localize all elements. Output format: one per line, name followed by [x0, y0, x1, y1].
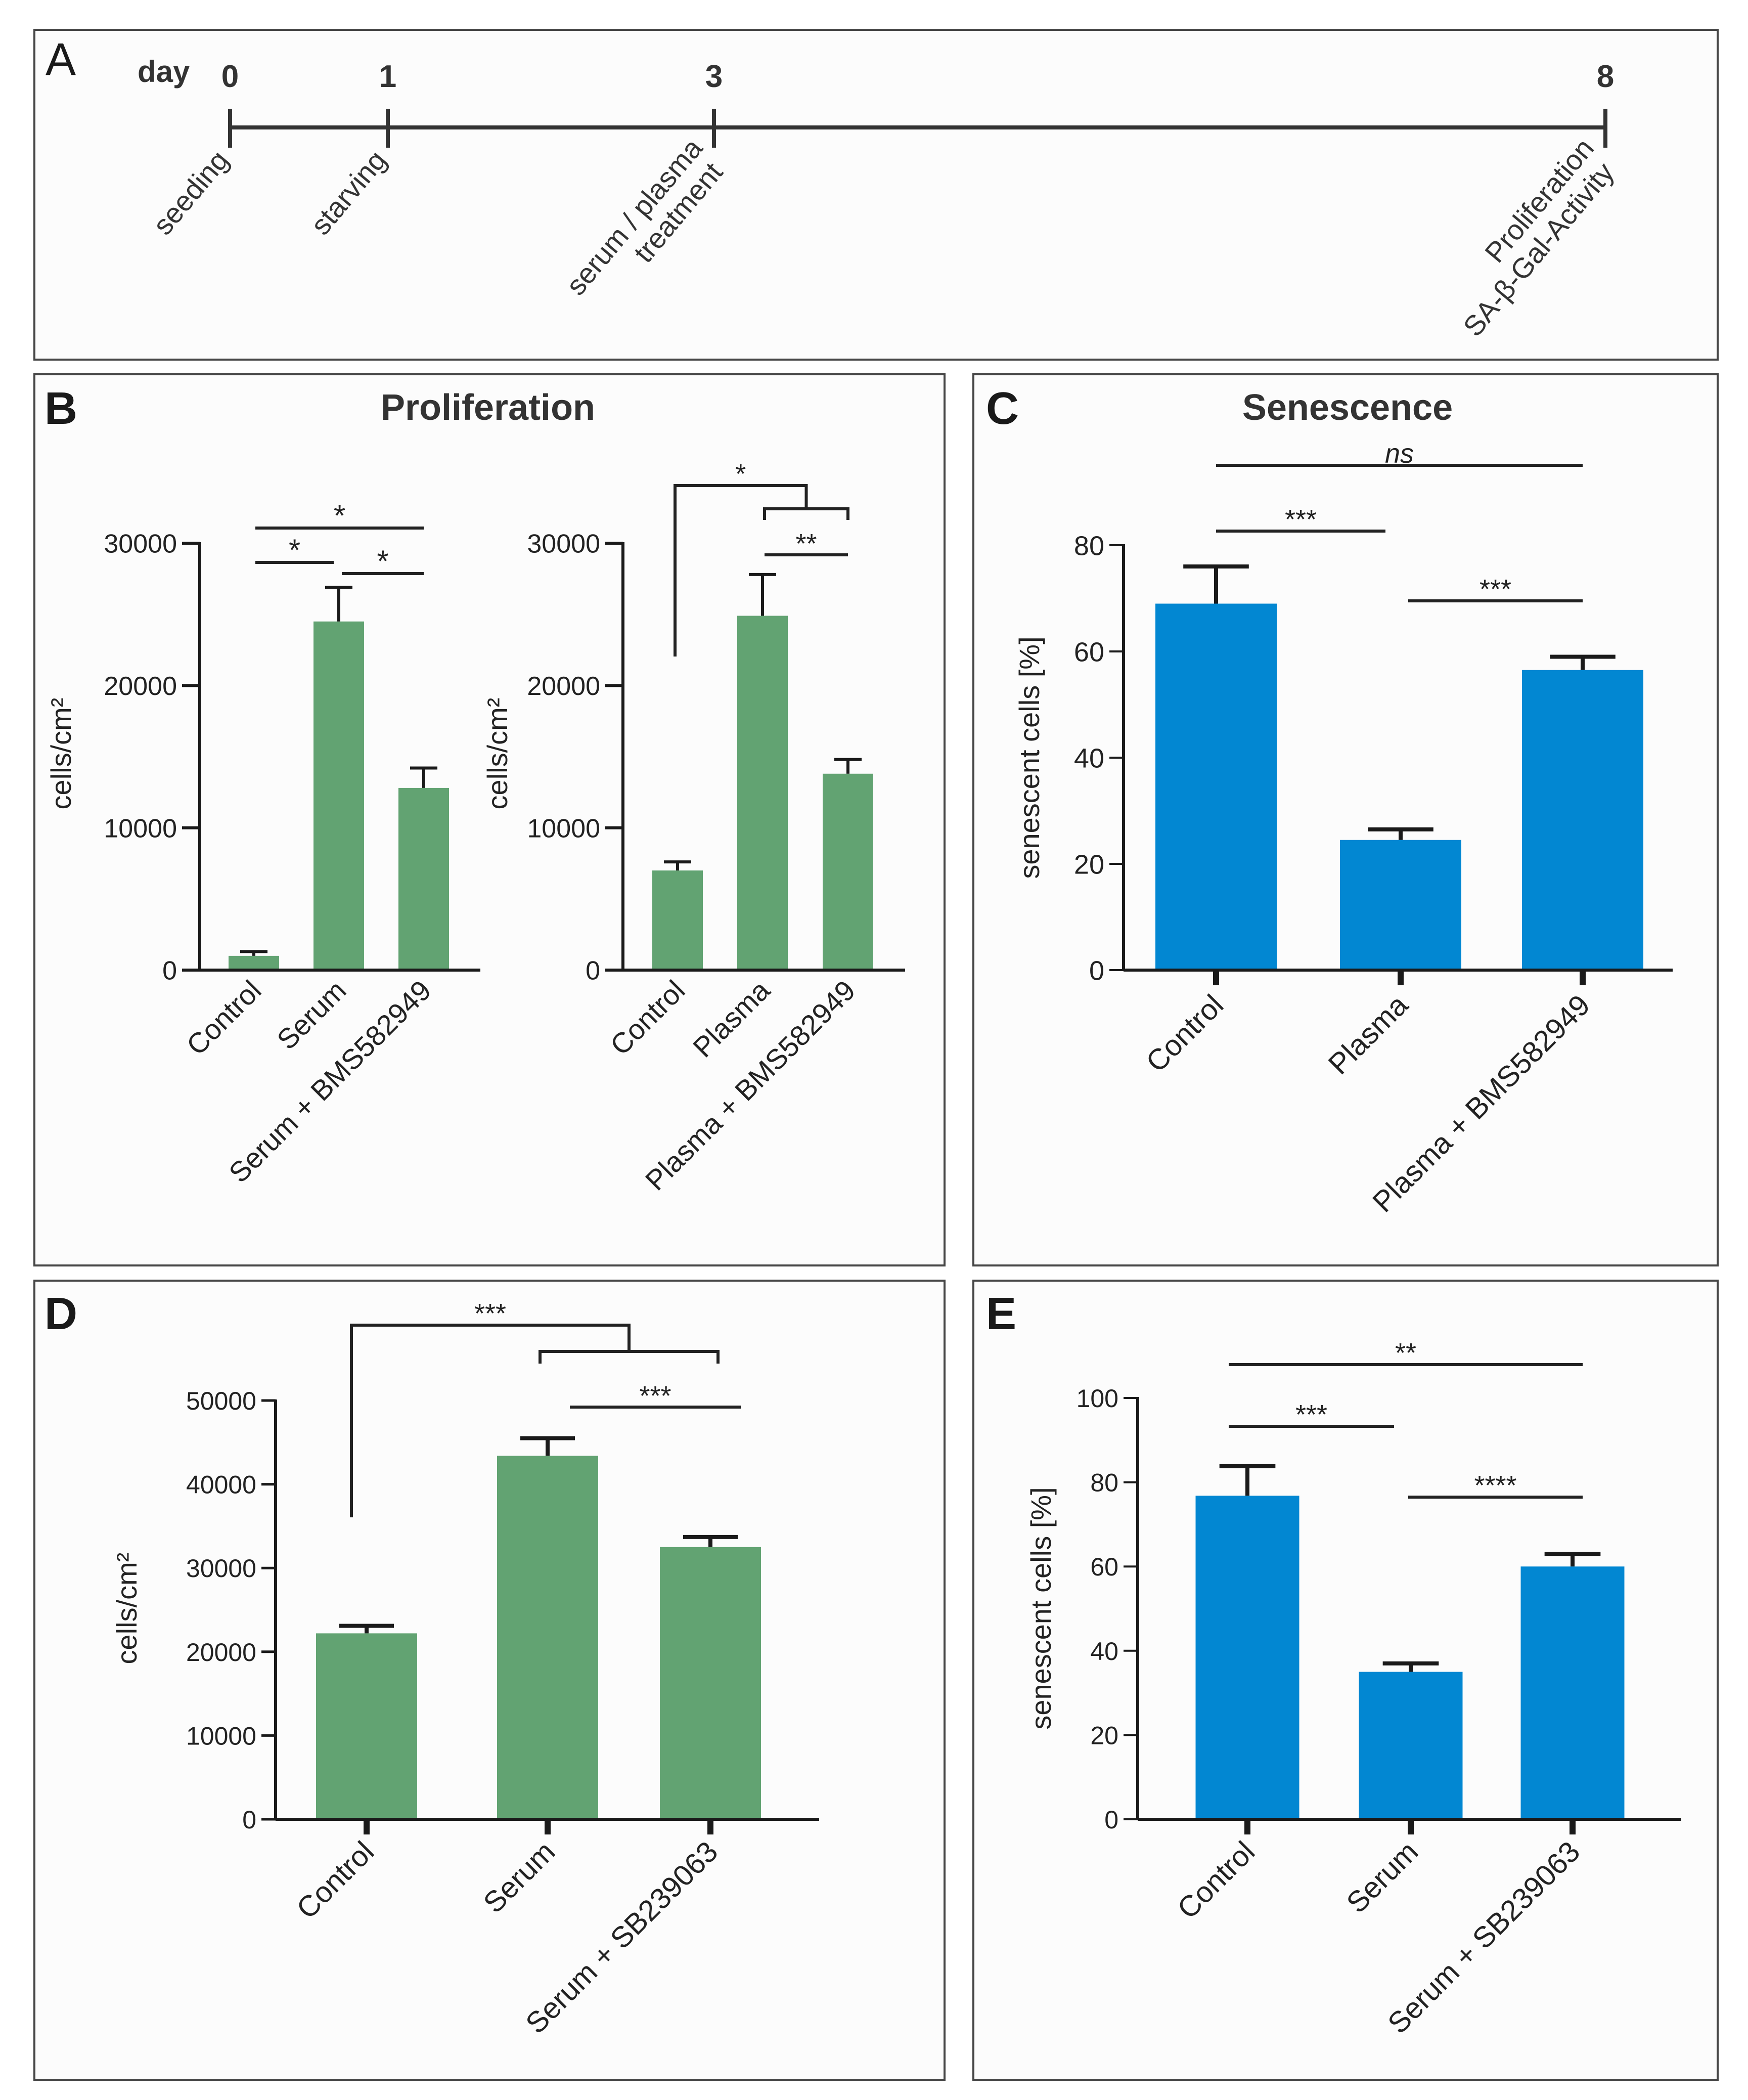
panel-b-title: Proliferation: [381, 387, 595, 428]
y-tick-label: 40: [1090, 1637, 1118, 1666]
bar: [497, 1456, 598, 1819]
significance-group-bracket: [763, 507, 849, 520]
y-axis-label: senescent cells [%]: [1013, 636, 1045, 879]
y-tick-label: 60: [1074, 637, 1104, 667]
panel-d-letter: D: [44, 1289, 77, 1339]
y-axis-label: senescent cells [%]: [1025, 1487, 1057, 1729]
y-tick-label: 0: [242, 1806, 256, 1834]
significance-bracket: [674, 484, 808, 657]
significance-group-bracket: [539, 1350, 720, 1364]
bar: [229, 955, 279, 970]
significance-label: ***: [1295, 1399, 1327, 1430]
panel-b-letter: B: [44, 383, 77, 434]
bar: [1155, 603, 1277, 970]
bar: [1359, 1672, 1463, 1819]
panel-e-letter: E: [986, 1289, 1016, 1339]
timeline-day-label: day: [138, 55, 190, 89]
y-tick-label: 100: [1077, 1384, 1118, 1413]
y-tick-label: 80: [1074, 531, 1104, 561]
significance-label: ***: [1480, 574, 1511, 604]
y-tick-label: 0: [1104, 1806, 1118, 1834]
panel-a-letter: A: [46, 34, 76, 85]
y-tick-label: 10000: [104, 814, 177, 843]
bar: [652, 870, 703, 970]
y-tick-label: 40000: [186, 1471, 256, 1499]
panel-c-title: Senescence: [1242, 387, 1453, 428]
bar: [1522, 670, 1643, 970]
bar: [1195, 1496, 1299, 1819]
panel-b-frame: [33, 373, 946, 1266]
y-tick-label: 20: [1074, 849, 1104, 880]
y-tick-label: 30000: [186, 1554, 256, 1583]
significance-label: ***: [639, 1381, 671, 1411]
y-tick-label: 0: [1089, 955, 1104, 986]
significance-label: **: [795, 529, 817, 559]
bar: [1340, 840, 1461, 970]
significance-label: ****: [1474, 1470, 1516, 1501]
y-tick-label: 30000: [527, 530, 600, 559]
y-tick-label: 50000: [186, 1387, 256, 1415]
timeline-day: 8: [1597, 59, 1614, 94]
y-axis-label: cells/cm²: [45, 698, 77, 810]
bar: [398, 788, 449, 970]
y-tick-label: 20: [1090, 1721, 1118, 1749]
y-tick-label: 0: [586, 956, 600, 986]
bar: [1520, 1566, 1625, 1819]
significance-label: ***: [474, 1298, 506, 1329]
significance-label: ns: [1385, 439, 1414, 469]
panel-c-letter: C: [986, 383, 1019, 434]
significance-label: *: [735, 459, 746, 489]
bar: [313, 621, 364, 970]
timeline-day: 3: [705, 59, 723, 94]
y-tick-label: 10000: [527, 814, 600, 843]
y-axis-label: cells/cm²: [481, 698, 513, 810]
y-tick-label: 60: [1090, 1553, 1118, 1581]
y-tick-label: 30000: [104, 530, 177, 559]
significance-label: **: [1395, 1338, 1416, 1368]
timeline-day: 1: [379, 59, 396, 94]
significance-label: *: [334, 499, 345, 533]
y-axis-label: cells/cm²: [111, 1553, 143, 1665]
bar: [737, 616, 788, 970]
y-tick-label: 20000: [186, 1638, 256, 1667]
significance-label: ***: [1285, 504, 1317, 535]
y-tick-label: 20000: [104, 672, 177, 701]
bar: [316, 1633, 417, 1819]
chart-d: 01000020000300004000050000cells/cm²Contr…: [111, 1298, 819, 2040]
y-tick-label: 0: [162, 956, 177, 986]
bar: [823, 773, 873, 970]
y-tick-label: 40: [1074, 743, 1104, 773]
panel-d-frame: [33, 1280, 946, 2081]
significance-label: *: [289, 533, 300, 567]
y-tick-label: 20000: [527, 672, 600, 701]
timeline-day: 0: [221, 59, 239, 94]
y-tick-label: 10000: [186, 1722, 256, 1750]
panel-a-frame: [33, 29, 1719, 361]
bar: [660, 1547, 761, 1819]
significance-bracket: [350, 1324, 631, 1517]
y-tick-label: 80: [1090, 1469, 1118, 1497]
significance-label: *: [377, 544, 388, 578]
